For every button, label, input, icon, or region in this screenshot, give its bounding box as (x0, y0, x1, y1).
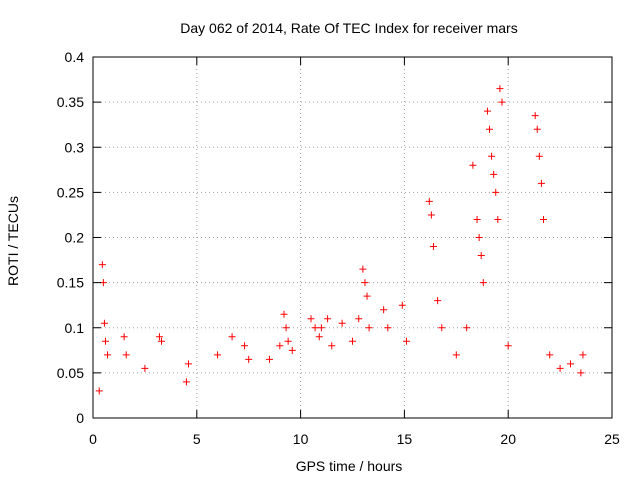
y-tick-label: 0.1 (65, 320, 85, 336)
data-point (475, 234, 483, 241)
data-point (380, 306, 388, 314)
data-point (282, 324, 290, 332)
x-tick-label: 0 (89, 431, 97, 447)
data-point (494, 215, 502, 223)
y-tick-label: 0.3 (65, 139, 85, 155)
data-point (492, 188, 500, 196)
data-point (307, 315, 315, 323)
data-point (488, 152, 496, 160)
x-tick-label: 20 (500, 431, 516, 447)
data-point (315, 333, 323, 341)
data-point (359, 265, 367, 273)
data-point (324, 315, 332, 323)
axis-ticks: 0 0.05 0.1 0.15 0.2 0.25 0.3 0.35 0.4 0 5 10 15 20 25 (57, 49, 620, 447)
data-point (537, 179, 545, 187)
data-point (122, 351, 130, 359)
y-tick-label: 0 (76, 410, 84, 426)
data-point (539, 215, 547, 223)
data-point (104, 351, 112, 359)
data-point (182, 378, 190, 386)
data-point (311, 324, 319, 332)
y-tick-label: 0.15 (57, 275, 84, 291)
y-tick-label: 0.4 (65, 49, 85, 65)
data-point (546, 351, 554, 359)
data-point (452, 351, 460, 359)
data-point (99, 279, 107, 287)
grid-lines (93, 57, 612, 418)
data-point (100, 319, 108, 327)
data-point (120, 333, 128, 341)
data-point (483, 107, 491, 115)
data-point (288, 346, 296, 354)
data-point (365, 324, 373, 332)
x-tick-label: 15 (397, 431, 413, 447)
data-point (276, 342, 284, 350)
x-tick-label: 10 (293, 431, 309, 447)
data-point (284, 337, 292, 345)
data-points (95, 85, 587, 395)
data-point (402, 337, 410, 345)
data-point (504, 342, 512, 350)
data-point (498, 98, 506, 106)
data-point (490, 170, 498, 178)
data-point (361, 279, 369, 287)
data-point (556, 364, 564, 372)
data-point (579, 351, 587, 359)
data-point (338, 319, 346, 327)
data-point (214, 351, 222, 359)
data-point (463, 324, 471, 332)
data-point (328, 342, 336, 350)
data-point (479, 279, 487, 287)
data-point (566, 360, 574, 368)
data-point (317, 324, 325, 332)
data-point (280, 310, 288, 318)
chart-title: Day 062 of 2014, Rate Of TEC Index for r… (180, 20, 517, 36)
data-point (473, 215, 481, 223)
data-point (398, 301, 406, 309)
data-point (101, 337, 109, 345)
x-tick-label: 5 (193, 431, 201, 447)
data-point (141, 364, 149, 372)
data-point (486, 125, 494, 133)
data-point (438, 324, 446, 332)
data-point (425, 197, 433, 205)
data-point (429, 243, 437, 251)
data-point (265, 355, 273, 363)
data-point (184, 360, 192, 368)
data-point (363, 292, 371, 300)
data-point (95, 387, 103, 395)
data-point (531, 112, 539, 120)
data-point (158, 337, 166, 345)
data-point (469, 161, 477, 169)
y-axis-label: ROTI / TECUs (5, 196, 21, 286)
x-tick-label: 25 (604, 431, 620, 447)
data-point (533, 125, 541, 133)
data-point (434, 297, 442, 305)
x-axis-label: GPS time / hours (296, 458, 403, 474)
data-point (496, 85, 504, 93)
data-point (577, 369, 585, 377)
data-point (427, 211, 435, 219)
data-point (245, 355, 253, 363)
data-point (349, 337, 356, 345)
y-tick-label: 0.25 (57, 184, 84, 200)
data-point (241, 342, 249, 350)
y-tick-label: 0.35 (57, 94, 84, 110)
data-point (355, 315, 363, 323)
data-point (477, 252, 485, 260)
data-point (535, 152, 543, 160)
y-tick-label: 0.05 (57, 365, 84, 381)
data-point (228, 333, 236, 341)
data-point (98, 261, 106, 269)
data-point (155, 333, 163, 341)
data-point (384, 324, 392, 332)
y-tick-label: 0.2 (65, 230, 85, 246)
